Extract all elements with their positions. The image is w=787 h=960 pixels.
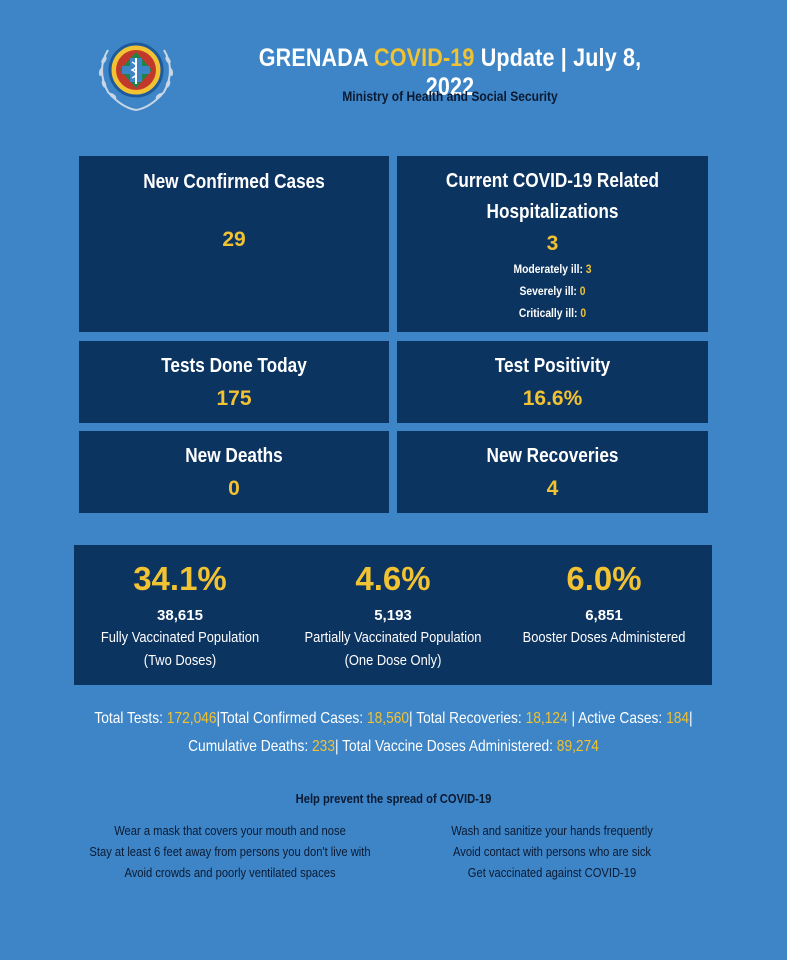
prevention-title: Help prevent the spread of COVID-19 <box>295 791 492 806</box>
total-recoveries-value: 18,124 <box>525 710 568 727</box>
fully-vaccinated-percent: 34.1% <box>133 560 227 597</box>
booster-percent: 6.0% <box>566 560 642 597</box>
prevention-tip: Get vaccinated against COVID-19 <box>467 865 637 880</box>
total-doses-value: 89,274 <box>556 738 599 755</box>
total-tests-value: 172,046 <box>166 710 217 727</box>
booster-count: 6,851 <box>585 607 623 624</box>
active-cases-label: | Active Cases: <box>571 710 663 727</box>
new-deaths-card: New Deaths 0 <box>79 431 389 513</box>
tests-today-label: Tests Done Today <box>161 355 307 377</box>
totals-line-2: Cumulative Deaths: 233| Total Vaccine Do… <box>89 738 697 756</box>
active-cases-end: | <box>689 710 693 727</box>
prevention-tip: Avoid crowds and poorly ventilated space… <box>124 865 336 880</box>
test-positivity-card: Test Positivity 16.6% <box>397 341 708 423</box>
new-recoveries-card: New Recoveries 4 <box>397 431 708 513</box>
new-confirmed-cases-label: New Confirmed Cases <box>143 171 325 193</box>
prevention-tips-left: Wear a mask that covers your mouth and n… <box>60 820 400 883</box>
test-positivity-value: 16.6% <box>522 387 583 410</box>
prevention-tip: Stay at least 6 feet away from persons y… <box>89 844 371 859</box>
totals-line-1: Total Tests: 172,046|Total Confirmed Cas… <box>89 710 697 728</box>
new-recoveries-label: New Recoveries <box>486 445 619 467</box>
critically-ill-row: Critically ill: 0 <box>419 302 686 324</box>
hospitalizations-label-line1: Current COVID-19 Related <box>445 170 660 192</box>
moderately-ill-value: 3 <box>585 262 592 276</box>
test-positivity-label: Test Positivity <box>494 355 611 377</box>
partially-vaccinated-sublabel: (One Dose Only) <box>344 652 442 669</box>
severely-ill-label: Severely ill: <box>519 284 577 298</box>
tests-today-card: Tests Done Today 175 <box>79 341 389 423</box>
fully-vaccinated-column: 34.1% 38,615 Fully Vaccinated Population… <box>74 545 286 672</box>
new-deaths-label: New Deaths <box>185 445 283 467</box>
total-confirmed-value: 18,560 <box>366 710 410 727</box>
vaccination-panel: 34.1% 38,615 Fully Vaccinated Population… <box>74 545 712 685</box>
new-confirmed-cases-card: New Confirmed Cases 29 <box>79 156 389 332</box>
fully-vaccinated-sublabel: (Two Doses) <box>143 652 217 669</box>
partially-vaccinated-count: 5,193 <box>374 607 412 624</box>
title-suffix: Update | July 8, 2022 <box>425 44 642 101</box>
ministry-seal-icon <box>88 30 184 114</box>
active-cases-value: 184 <box>666 710 690 727</box>
cumulative-deaths-value: 233 <box>312 738 335 755</box>
hospitalizations-label-line2: Hospitalizations <box>486 201 619 223</box>
prevention-tip: Wash and sanitize your hands frequently <box>451 823 653 838</box>
tests-today-value: 175 <box>216 387 252 410</box>
new-deaths-value: 0 <box>228 477 240 500</box>
partially-vaccinated-label: Partially Vaccinated Population <box>304 629 482 646</box>
moderately-ill-row: Moderately ill: 3 <box>419 258 686 280</box>
prevention-tip: Wear a mask that covers your mouth and n… <box>114 823 346 838</box>
severely-ill-row: Severely ill: 0 <box>419 280 686 302</box>
booster-column: 6.0% 6,851 Booster Doses Administered <box>498 545 710 649</box>
cumulative-deaths-label: Cumulative Deaths: <box>188 738 309 755</box>
total-confirmed-label: |Total Confirmed Cases: <box>216 710 364 727</box>
hospitalizations-value: 3 <box>546 232 559 255</box>
total-doses-label: | Total Vaccine Doses Administered: <box>334 738 553 755</box>
moderately-ill-label: Moderately ill: <box>513 262 583 276</box>
severely-ill-value: 0 <box>579 284 586 298</box>
new-confirmed-cases-value: 29 <box>222 228 246 251</box>
critically-ill-value: 0 <box>580 306 587 320</box>
new-recoveries-value: 4 <box>546 477 559 500</box>
fully-vaccinated-label: Fully Vaccinated Population <box>100 629 260 646</box>
page-subtitle: Ministry of Health and Social Security <box>342 88 558 104</box>
total-tests-label: Total Tests: <box>94 710 163 727</box>
page-title: GRENADA COVID-19 Update | July 8, 2022 <box>235 44 665 102</box>
partially-vaccinated-column: 4.6% 5,193 Partially Vaccinated Populati… <box>287 545 499 672</box>
title-prefix: GRENADA <box>258 44 368 72</box>
hospitalizations-card: Current COVID-19 Related Hospitalization… <box>397 156 708 332</box>
title-highlight: COVID-19 <box>374 44 475 72</box>
booster-label: Booster Doses Administered <box>522 629 686 646</box>
prevention-tips-right: Wash and sanitize your hands frequently … <box>400 820 704 883</box>
critically-ill-label: Critically ill: <box>518 306 578 320</box>
prevention-tip: Avoid contact with persons who are sick <box>452 844 652 859</box>
total-recoveries-label: | Total Recoveries: <box>409 710 522 727</box>
partially-vaccinated-percent: 4.6% <box>355 560 431 597</box>
fully-vaccinated-count: 38,615 <box>157 607 203 624</box>
